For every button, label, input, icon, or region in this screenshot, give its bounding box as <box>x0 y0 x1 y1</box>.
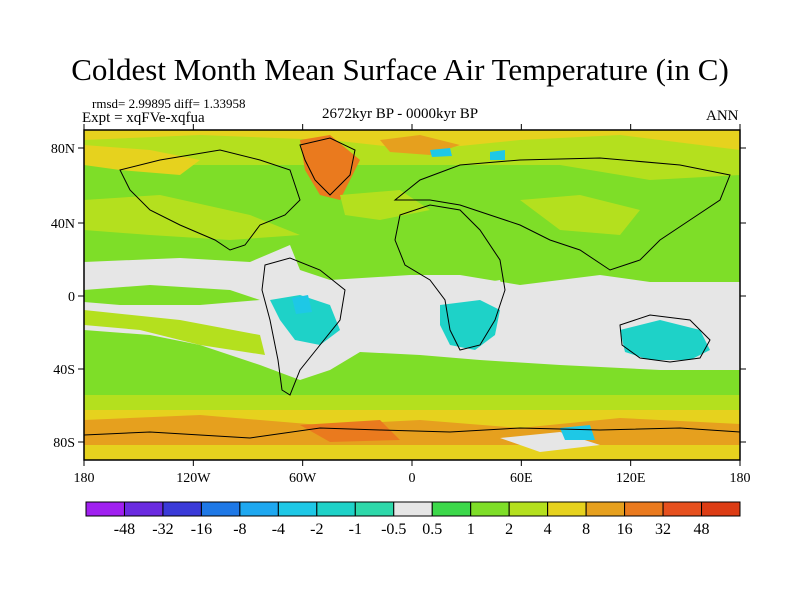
colorbar-label: -1 <box>349 521 362 538</box>
colorbar-box <box>508 501 549 517</box>
colorbar-label: 48 <box>694 521 710 538</box>
field-africa-neutral <box>470 280 505 300</box>
colorbar-label: 8 <box>582 521 590 538</box>
field-arctic-cool-2 <box>490 150 505 160</box>
lat-label: 40S <box>53 363 75 378</box>
colorbar-label: -0.5 <box>381 521 406 538</box>
stats-text: rmsd= 2.99895 diff= 1.33958 <box>92 96 246 111</box>
latitude-axis: 80N 40N 0 40S 80S <box>51 142 746 451</box>
season-label: ANN <box>706 108 739 124</box>
coast-australia <box>619 314 711 363</box>
colorbar-box <box>123 501 164 517</box>
colorbar-box <box>547 501 587 517</box>
colorbar-label: 1 <box>467 521 475 538</box>
colorbar-box <box>85 501 125 517</box>
field-alaska-warm <box>84 145 200 175</box>
colorbar-label: 4 <box>544 521 552 538</box>
lon-label: 0 <box>409 471 416 486</box>
field-antarctic-interior <box>84 445 740 460</box>
field-samerica-lightblue <box>292 295 312 314</box>
colorbar-box <box>701 501 741 517</box>
colorbar-box <box>162 501 202 517</box>
colorbar-label: 0.5 <box>422 521 442 538</box>
coast-greenland <box>299 137 356 196</box>
chart-title: Coldest Month Mean Surface Air Temperatu… <box>71 52 729 87</box>
coast-africa <box>394 204 506 351</box>
colorbar-box <box>470 501 510 517</box>
lat-label: 80S <box>53 436 75 451</box>
coast-eurasia <box>393 157 731 271</box>
field-greenland-warm <box>300 135 360 200</box>
lat-label: 0 <box>68 290 75 305</box>
lon-label: 60W <box>289 471 317 486</box>
colorbar-label: -48 <box>114 521 135 538</box>
field-siberia <box>520 140 740 180</box>
field-arctic-cool-1 <box>430 148 452 157</box>
lat-label: 40N <box>51 217 75 232</box>
colorbar-label: -2 <box>310 521 323 538</box>
colorbar-box <box>431 501 472 517</box>
field-southern-yg <box>84 395 740 413</box>
field-australia-cool <box>620 320 710 360</box>
period-label: 2672kyr BP - 0000kyr BP <box>322 106 479 122</box>
colorbar-box <box>277 501 318 517</box>
field-southern-green <box>84 360 740 395</box>
coast-south-america <box>261 257 346 396</box>
colorbar-label: 32 <box>655 521 671 538</box>
colorbar-label: 2 <box>505 521 513 538</box>
longitude-axis: 180 120W 60W 0 60E 120E 180 <box>74 124 751 486</box>
colorbar-label: -16 <box>191 521 212 538</box>
coast-north-america <box>119 149 301 251</box>
field-antarctic-warm <box>300 420 400 442</box>
colorbar-boxes <box>85 501 741 517</box>
colorbar-box <box>239 501 279 517</box>
colorbar-box <box>393 501 433 517</box>
field-asia-yg <box>520 195 640 235</box>
colorbar-label: 16 <box>617 521 633 538</box>
coast-antarctica <box>84 427 740 439</box>
colorbar-box <box>585 501 626 517</box>
colorbar-box <box>624 501 664 517</box>
lon-label: 120E <box>616 471 646 486</box>
colorbar-box <box>316 501 356 517</box>
experiment-label: Expt = xqFVe-xqfua <box>82 110 205 126</box>
lon-label: 180 <box>74 471 95 486</box>
colorbar-label: -4 <box>272 521 285 538</box>
colorbar-label: -32 <box>152 521 173 538</box>
lon-label: 60E <box>510 471 533 486</box>
colorbar-label: -8 <box>233 521 246 538</box>
lon-label: 120W <box>176 471 211 486</box>
colorbar-box <box>662 501 703 517</box>
field-pacific-yg <box>84 310 265 355</box>
colorbar-box <box>354 501 395 517</box>
coastlines <box>84 137 740 439</box>
lon-label: 180 <box>730 471 751 486</box>
lat-label: 80N <box>51 142 75 157</box>
colorbar-box <box>200 501 241 517</box>
colorbar-labels: -48 -32 -16 -8 -4 -2 -1 -0.5 0.5 1 2 4 8 16 32 48 <box>114 521 710 538</box>
temperature-field <box>84 130 740 460</box>
field-npacific <box>84 195 300 240</box>
field-pacific-green <box>84 285 260 305</box>
field-samerica-cool <box>270 295 340 345</box>
